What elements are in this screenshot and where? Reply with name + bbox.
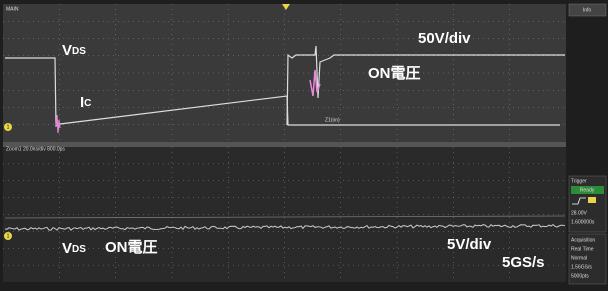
ch-label: 1 <box>7 124 10 130</box>
divider <box>3 142 566 147</box>
info-label: Info <box>583 7 592 13</box>
ch-badge <box>588 197 596 203</box>
acq-type: Normal <box>571 255 587 261</box>
trigger-level: 28.00V <box>571 210 588 216</box>
scale-label: 5V/div <box>447 236 492 253</box>
vds-main: V <box>62 240 72 257</box>
zoom-label: Z1(on) <box>325 117 340 123</box>
acq-title: Acquisition <box>571 237 595 243</box>
zoom-header: Zoom1 20.0ns/div 800.0ps <box>6 146 65 152</box>
zoom-panel <box>3 146 566 282</box>
scale-label: 50V/div <box>418 30 471 47</box>
ch-label: 1 <box>7 233 10 239</box>
rate-label: 5GS/s <box>502 254 545 271</box>
on-voltage-label: ON電圧 <box>368 65 421 82</box>
acq-points: 5000pts <box>571 273 589 279</box>
vds-sub: DS <box>72 46 86 57</box>
vds-main: V <box>62 42 72 59</box>
vds-sub: DS <box>72 244 86 255</box>
acq-rate: 1.56GS/s <box>571 264 592 270</box>
acq-mode: Real Time <box>571 246 594 252</box>
panel-tag: MAIN <box>6 6 19 12</box>
trigger-time: 1.600000s <box>571 219 595 225</box>
on-voltage-label: ON電圧 <box>105 239 158 256</box>
oscilloscope-screen: 1 1 MAIN Z1(on) Zoom1 20.0ns/div 800.0ps… <box>0 0 608 286</box>
trigger-title: Trigger <box>571 178 587 184</box>
trigger-state: Ready <box>580 187 595 193</box>
ic-sub: C <box>84 98 91 109</box>
